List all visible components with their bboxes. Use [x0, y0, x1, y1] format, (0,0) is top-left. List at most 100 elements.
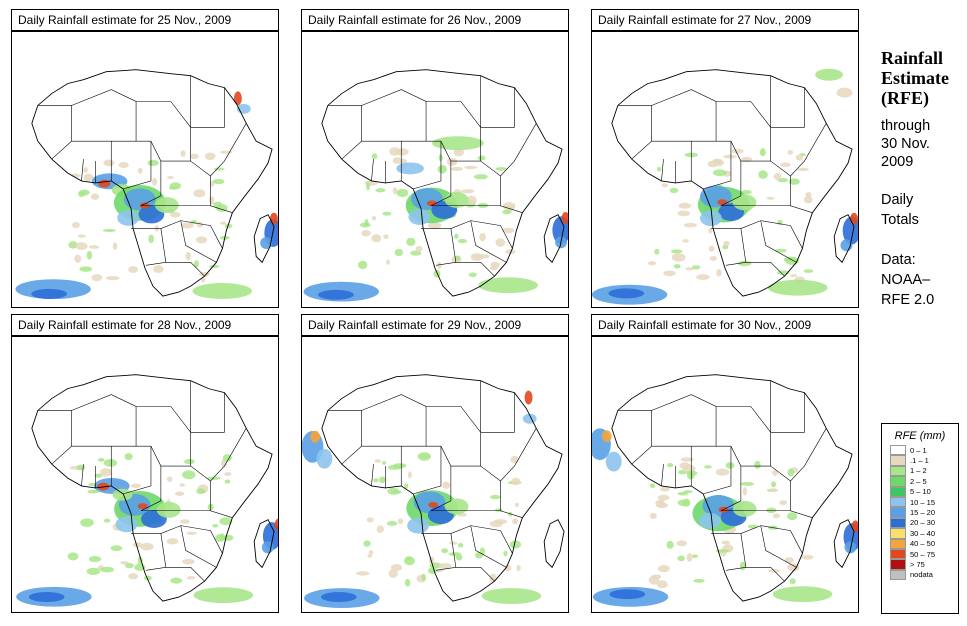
- country-border: [145, 262, 166, 266]
- rain-cell: [88, 245, 100, 249]
- rain-cell: [495, 167, 508, 171]
- legend-label: 30 – 40: [910, 528, 936, 538]
- country-border: [136, 75, 191, 129]
- legend-label: 15 – 20: [910, 508, 936, 518]
- rain-cell: [678, 202, 692, 209]
- rain-cell: [76, 464, 86, 471]
- rain-cell: [67, 552, 79, 561]
- rain-cell: [708, 245, 715, 252]
- rain-cell: [190, 153, 199, 159]
- country-border: [190, 392, 225, 433]
- rain-cell: [186, 531, 198, 535]
- rain-cell: [83, 167, 88, 173]
- rain-cell: [450, 166, 464, 171]
- africa-coastline: [31, 374, 273, 602]
- rain-cell: [670, 249, 683, 254]
- rain-cell: [789, 274, 798, 278]
- country-border: [651, 89, 717, 142]
- rain-cell: [502, 202, 516, 211]
- rain-area-madagascar-east: [561, 211, 568, 224]
- madagascar-outline: [253, 519, 275, 569]
- rain-cell: [196, 488, 206, 495]
- rain-cell: [715, 549, 729, 553]
- country-border: [651, 140, 692, 181]
- rain-cell: [169, 182, 182, 190]
- country-border: [37, 410, 72, 465]
- country-border: [136, 380, 191, 434]
- rain-cell: [741, 156, 753, 162]
- rain-area-west-coast: [601, 430, 612, 443]
- rain-cell: [502, 227, 515, 234]
- rain-cell: [680, 457, 694, 462]
- rain-cell: [186, 576, 196, 580]
- rain-cell: [474, 174, 488, 180]
- rain-area-congo: [137, 503, 148, 510]
- rain-cell: [143, 575, 152, 581]
- rain-cell: [148, 234, 155, 244]
- rain-cell: [716, 269, 722, 277]
- rain-area-congo: [408, 209, 431, 225]
- through-label: through: [881, 118, 931, 134]
- rain-area-southern-ocean: [31, 288, 67, 299]
- madagascar-outline: [833, 214, 855, 264]
- rain-cell: [204, 152, 216, 161]
- rainfall-map-25-nov: [11, 31, 279, 308]
- rain-area-southern-ocean: [320, 592, 357, 602]
- rain-cell: [376, 525, 384, 533]
- rain-cell: [676, 540, 688, 547]
- panel-title-25-nov: Daily Rainfall estimate for 25 Nov., 200…: [11, 9, 279, 31]
- rain-area-southern-ocean: [481, 588, 542, 604]
- panel-title-26-nov: Daily Rainfall estimate for 26 Nov., 200…: [301, 9, 569, 31]
- rain-cell: [708, 227, 713, 234]
- legend-entry: .1 – 1: [890, 455, 958, 466]
- rain-area-southern-ocean: [609, 589, 646, 600]
- rain-cell: [715, 468, 730, 476]
- rain-cell: [80, 518, 94, 527]
- rain-cell: [404, 579, 411, 587]
- rain-cell: [772, 469, 778, 476]
- rain-area-congo: [717, 199, 728, 206]
- rain-cell: [696, 274, 710, 280]
- rain-cell: [366, 181, 370, 191]
- rfe-title: Rainfall Estimate (RFE): [881, 48, 949, 108]
- rfe-title-line-2: Estimate: [881, 68, 949, 88]
- rain-area-southern-ocean: [193, 587, 254, 604]
- rain-cell: [442, 481, 451, 489]
- legend-label: 0 – 1: [910, 445, 927, 455]
- rain-cell: [132, 542, 143, 548]
- rain-cell: [457, 543, 464, 548]
- rain-cell: [120, 560, 129, 565]
- rain-cell: [493, 519, 508, 525]
- rain-cell: [367, 554, 372, 558]
- rain-cell: [489, 494, 501, 500]
- country-border: [123, 446, 152, 495]
- rain-cell: [505, 249, 516, 255]
- legend-entry: 1 – 2: [890, 465, 958, 477]
- rain-cell: [212, 178, 225, 185]
- country-border: [770, 428, 827, 482]
- rain-cell: [182, 558, 195, 565]
- rain-cell: [457, 238, 468, 244]
- rain-cell: [224, 472, 232, 476]
- africa-landmass: [321, 374, 563, 602]
- rain-cell: [124, 563, 134, 569]
- africa-landmass: [31, 374, 273, 602]
- rain-cell: [754, 460, 761, 469]
- rainfall-map-29-nov: [301, 336, 569, 613]
- country-border: [770, 123, 827, 177]
- legend-label: > 75: [910, 559, 925, 569]
- rain-area-southern-ocean: [28, 592, 65, 602]
- rain-cell: [396, 188, 409, 198]
- rain-cell: [130, 483, 141, 489]
- rfe-title-line-1: Rainfall: [881, 48, 944, 68]
- legend-swatch: [890, 517, 906, 529]
- rain-cell: [671, 253, 686, 262]
- rain-cell: [721, 540, 731, 545]
- data-source-line-2: RFE 2.0: [881, 292, 935, 308]
- panel-title-30-nov: Daily Rainfall estimate for 30 Nov., 200…: [591, 314, 859, 336]
- rain-cell: [151, 178, 158, 186]
- rain-cell: [768, 488, 778, 492]
- rain-cell: [386, 259, 391, 265]
- rain-cell: [503, 550, 508, 557]
- country-border: [470, 525, 507, 568]
